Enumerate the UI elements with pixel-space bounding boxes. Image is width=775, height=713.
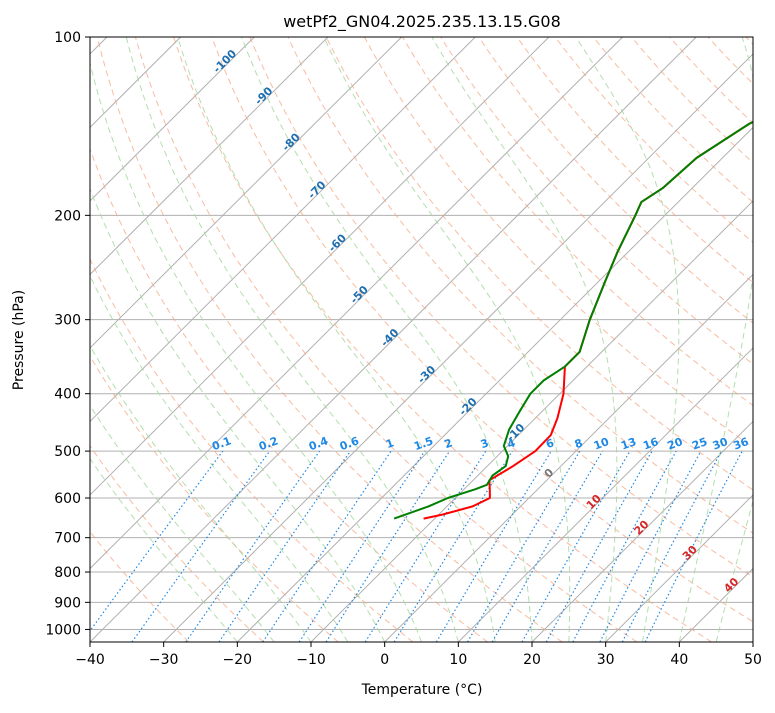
mixing-ratio-label: 10 <box>592 435 611 453</box>
moist-adiabat-line <box>126 37 458 642</box>
dry-adiabat-line <box>517 37 775 642</box>
y-tick-label: 700 <box>54 531 81 547</box>
mixing-ratio-label: 30 <box>711 435 730 453</box>
moist-adiabat-label: 10 <box>584 492 604 512</box>
mixing-ratio-label: 0.2 <box>257 434 280 453</box>
x-tick-label: −30 <box>149 652 179 668</box>
mixing-ratio-label: 13 <box>619 435 638 452</box>
x-tick-label: −10 <box>296 652 326 668</box>
isotherm-line <box>0 37 402 642</box>
mixing-ratio-line <box>326 451 450 642</box>
plot-frame <box>90 37 753 642</box>
dry-adiabat-line <box>441 37 775 642</box>
chart-title: wetPf2_GN04.2025.235.13.15.G08 <box>283 12 561 32</box>
mixing-ratio-label: 25 <box>690 435 709 452</box>
moist-adiabat-line <box>324 37 570 642</box>
y-tick-label: 300 <box>54 313 81 329</box>
isotherm-label: -90 <box>252 84 275 107</box>
mixing-ratio-label: 0.1 <box>210 434 233 453</box>
y-tick-label: 600 <box>54 491 81 507</box>
isotherm-label: -40 <box>378 326 401 349</box>
moist-adiabat-line <box>84 37 421 642</box>
x-tick-label: 50 <box>744 652 762 668</box>
dry-adiabat-line <box>479 37 775 642</box>
dry-adiabat-line <box>59 37 488 642</box>
y-tick-label: 500 <box>54 444 81 460</box>
isotherm-label: -60 <box>326 231 349 254</box>
y-tick-label: 400 <box>54 387 81 403</box>
isotherm-line <box>385 37 775 642</box>
mixing-ratio-line <box>82 451 223 642</box>
isotherm-label: -30 <box>415 363 438 386</box>
y-tick-label: 1000 <box>45 622 81 638</box>
mixing-ratio-line <box>365 451 486 642</box>
dry-adiabat-line <box>21 37 413 642</box>
moist-adiabat-label: 20 <box>632 517 652 537</box>
moist-adiabat-line <box>18 37 348 642</box>
isotherm-label: -70 <box>305 178 328 201</box>
isotherm-label: -80 <box>280 130 303 153</box>
mixing-ratio-label: 1 <box>384 436 396 451</box>
y-tick-label: 100 <box>54 30 81 46</box>
moist-adiabat-label: 40 <box>721 575 741 595</box>
dry-adiabat-line <box>0 37 263 642</box>
mixing-ratio-line <box>573 451 676 642</box>
x-tick-label: 40 <box>670 652 688 668</box>
moist-adiabat-line <box>178 37 496 642</box>
mixing-ratio-label: 6 <box>544 436 556 451</box>
y-tick-label: 900 <box>54 595 81 611</box>
y-tick-label: 800 <box>54 565 81 581</box>
moist-adiabat-line <box>0 37 274 642</box>
mixing-ratio-line <box>436 451 551 642</box>
mixing-ratio-label: 2 <box>443 436 455 451</box>
x-tick-label: 20 <box>523 652 541 668</box>
isotherm-line <box>753 37 775 642</box>
mixing-ratio-label: 0.6 <box>338 434 361 453</box>
x-axis-label: Temperature (°C) <box>361 682 483 698</box>
mixing-ratio-line <box>219 451 351 642</box>
mixing-ratio-label: 36 <box>732 435 751 453</box>
moist-adiabat-line <box>716 37 775 642</box>
isotherm-label: -50 <box>348 283 371 306</box>
isotherm-line <box>0 37 254 642</box>
x-tick-label: 0 <box>380 652 389 668</box>
mixing-ratio-label: 3 <box>479 436 491 451</box>
mixing-ratio-line <box>468 451 580 642</box>
x-tick-label: −20 <box>223 652 253 668</box>
dry-adiabat-line <box>746 37 775 642</box>
y-axis-label: Pressure (hPa) <box>11 290 27 390</box>
isotherm-line <box>16 37 622 642</box>
x-tick-label: 30 <box>597 652 615 668</box>
moist-adiabat-line <box>0 37 237 642</box>
isotherm-line <box>458 37 775 642</box>
mixing-ratio-label: 16 <box>641 435 660 453</box>
x-tick-label: −40 <box>75 652 105 668</box>
mixing-ratio-label: 20 <box>666 435 685 453</box>
dry-adiabat-line <box>0 37 189 642</box>
y-tick-label: 200 <box>54 208 81 224</box>
moist-adiabat-line <box>576 37 679 642</box>
x-tick-label: 10 <box>449 652 467 668</box>
mixing-ratio-label: 0.4 <box>307 434 330 453</box>
dry-adiabat-line <box>0 37 338 642</box>
